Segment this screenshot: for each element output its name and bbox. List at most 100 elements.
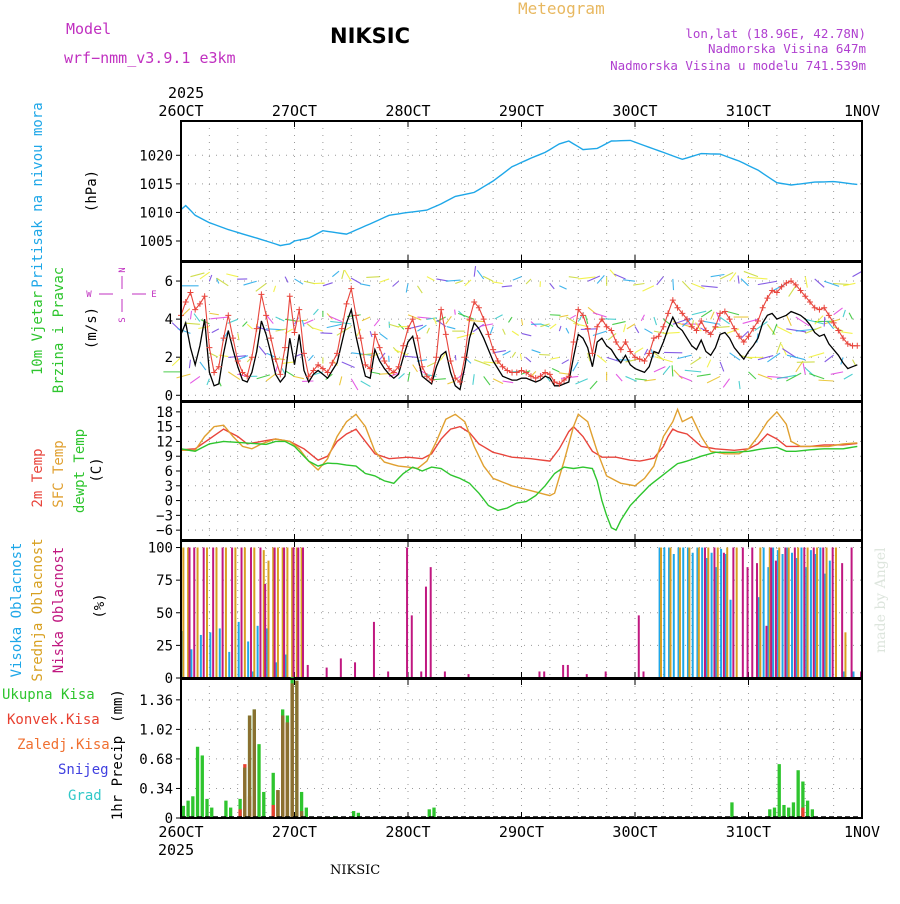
wind-arrow (825, 355, 834, 362)
wind-arrow (525, 357, 531, 362)
compass-s: S (118, 317, 128, 322)
wind-arrow (624, 324, 626, 332)
model-elevation: Nadmorska Visina u modelu 741.539m (610, 58, 866, 73)
wind-arrow (194, 314, 200, 322)
y-tick-label: 18 (156, 405, 173, 421)
wind-arrow (720, 272, 733, 278)
wind-arrow (399, 373, 405, 378)
legend-konvek: Konvek.Kisa (7, 712, 100, 728)
wind-arrow (200, 362, 206, 370)
wind-arrow (679, 376, 692, 381)
wind-arrow (374, 319, 379, 326)
precip-bar (210, 808, 213, 818)
wind-arrow (522, 333, 532, 335)
gust-marker (372, 331, 378, 337)
wind-speed-line (181, 310, 857, 390)
wind-arrow (654, 317, 657, 325)
wind-arrow (539, 354, 550, 355)
wind-arrow (228, 372, 240, 380)
compass-n: N (118, 267, 128, 272)
temperature-frame (181, 402, 862, 540)
y-tick-label: 25 (156, 638, 173, 654)
hi-cloud-axis-label: Visoka Oblacnost (9, 543, 25, 678)
legend-grad: Grad (68, 788, 102, 804)
wind-arrow (406, 284, 408, 293)
precip-bar (295, 681, 298, 818)
clouds-panel: Visoka Oblacnost Srednja Oblacnost Niska… (9, 538, 108, 681)
precip-bar (778, 764, 781, 818)
wind-arrow (831, 372, 843, 374)
wind-arrow (635, 327, 639, 333)
bottom-time-label: 27OCT (272, 823, 317, 841)
wind-unit: (m/s) (84, 307, 100, 349)
mid-cloud-axis-label: Srednja Oblacnost (30, 538, 46, 681)
wind-arrow (313, 309, 318, 315)
bottom-time-label: 1NOV (844, 823, 880, 841)
wind-arrow (701, 286, 717, 288)
wind-arrow (244, 281, 257, 285)
gust-marker (727, 316, 733, 322)
gust-marker (348, 286, 354, 292)
wind-arrow (427, 277, 434, 281)
wind-arrow (654, 367, 665, 372)
precip-bar (272, 805, 275, 818)
wind-arrow (773, 324, 777, 335)
wind-arrow (329, 316, 342, 322)
gust-marker (277, 371, 283, 377)
wind-arrow (697, 374, 711, 376)
model-label: Model (66, 20, 111, 38)
wind-arrow (575, 379, 587, 384)
wind-arrow (503, 329, 506, 335)
wind-arrow (747, 277, 767, 279)
wind-arrow (483, 276, 493, 281)
legend-ukupna: Ukupna Kisa (2, 687, 95, 703)
y-tick-label: 1.02 (139, 722, 173, 738)
wind-arrow (616, 374, 622, 381)
wind-arrow (815, 279, 824, 287)
legend-snijeg: Snijeg (58, 762, 109, 778)
precip-bar (201, 755, 204, 818)
wind-arrow (455, 281, 463, 284)
y-tick-label: 15 (156, 420, 173, 436)
low-cloud-axis-label: Niska Oblacnost (51, 547, 67, 673)
wind-arrow (809, 353, 825, 358)
wind-arrow (212, 329, 219, 333)
precip-bar (286, 722, 289, 818)
wind-arrow (408, 372, 410, 381)
wind-arrow (522, 319, 523, 325)
wind-arrow (809, 374, 824, 379)
wind-arrow (805, 277, 807, 288)
y-tick-label: 6 (165, 274, 173, 290)
compass-w: W (86, 290, 92, 300)
gust-marker (433, 354, 439, 360)
wind-arrow (597, 355, 606, 362)
wind-arrow (247, 324, 252, 329)
wind-arrow (345, 270, 352, 281)
y-tick-label: 1005 (139, 234, 173, 250)
precip-bar (243, 768, 246, 818)
wind-arrow (177, 374, 191, 378)
wind-axis-label-2: Brzina i Pravac (51, 267, 67, 393)
wind-arrow (550, 357, 559, 359)
bottom-time-label: 30OCT (612, 823, 657, 841)
gust-marker (358, 335, 364, 341)
wind-arrow (413, 365, 418, 372)
footer-station: NIKSIC (330, 863, 380, 878)
wind-arrow (285, 277, 288, 283)
wind-arrow (726, 311, 739, 315)
wind-arrow (484, 376, 490, 385)
precip-bar (290, 683, 293, 818)
wind-arrow (707, 360, 710, 368)
gust-marker (400, 343, 406, 349)
wind-arrow (520, 354, 521, 360)
wind-arrow (711, 312, 714, 320)
gust-marker (268, 335, 274, 341)
wind-arrow (360, 284, 370, 286)
wind-arrow (446, 280, 461, 281)
precip-bar (248, 715, 251, 818)
y-tick-label: 0 (165, 494, 173, 510)
gust-marker (187, 289, 193, 295)
